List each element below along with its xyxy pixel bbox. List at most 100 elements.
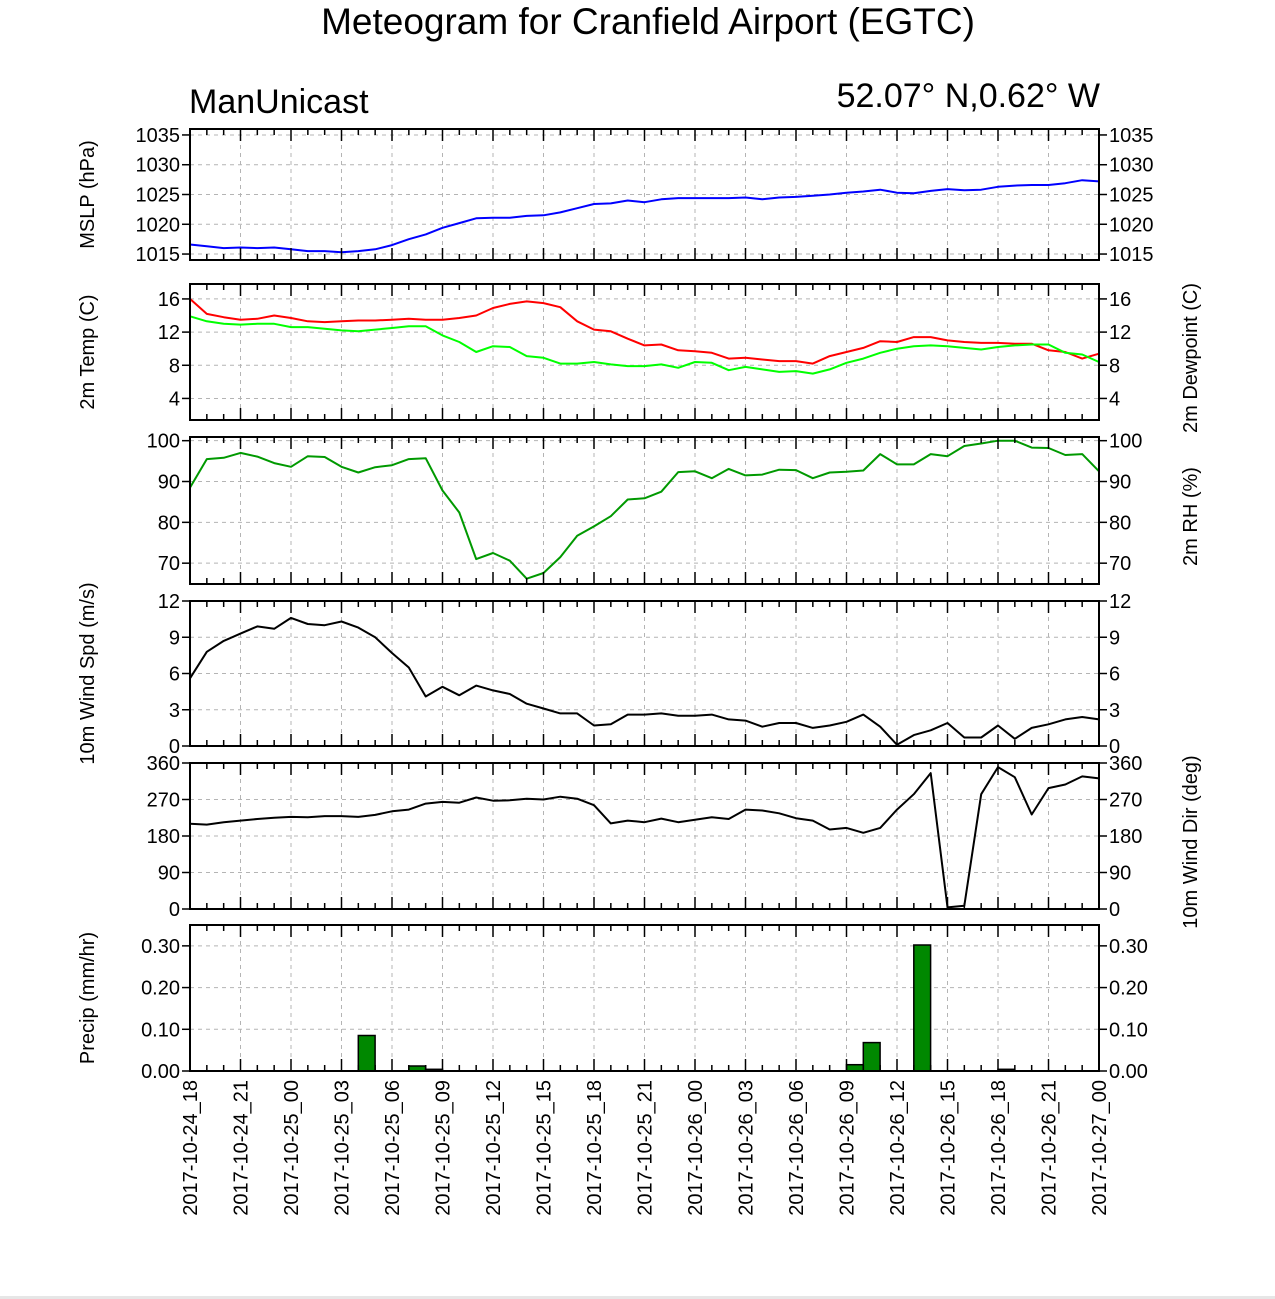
y-axis-title-right: 10m Wind Dir (deg) xyxy=(1180,755,1202,928)
y-tick-label: 0 xyxy=(169,899,180,921)
y-tick-label: 180 xyxy=(1109,826,1142,848)
bottom-divider xyxy=(0,1296,1275,1299)
y-axis-title-right: 2m RH (%) xyxy=(1180,467,1202,566)
series-line-wspd-0 xyxy=(189,616,1100,746)
model-name: ManUnicast xyxy=(189,83,369,121)
y-tick-label: 12 xyxy=(158,591,180,613)
x-tick-label: 2017-10-26_15 xyxy=(938,1080,960,1216)
y-tick-label: 1030 xyxy=(136,155,181,177)
y-axis-title-left: 2m Temp (C) xyxy=(77,294,99,409)
x-tick-label: 2017-10-24_18 xyxy=(180,1080,202,1216)
y-tick-label: 6 xyxy=(169,664,180,686)
y-tick-label: 8 xyxy=(169,355,180,377)
y-tick-label: 0.30 xyxy=(1109,936,1148,958)
panels-group: 1015 1015 1020 1020 1025 1025 1030 1030 1035 1035… xyxy=(77,125,1202,1083)
y-tick-label: 0.00 xyxy=(141,1061,180,1083)
y-tick-label: 12 xyxy=(158,322,180,344)
x-tick-label: 2017-10-26_06 xyxy=(786,1080,808,1216)
precip-bar xyxy=(357,1034,376,1072)
y-tick-label: 90 xyxy=(1109,863,1131,885)
y-tick-label: 0.10 xyxy=(1109,1019,1148,1041)
chart-title: Meteogram for Cranfield Airport (EGTC) xyxy=(321,1,975,42)
y-tick-label: 12 xyxy=(1109,591,1131,613)
y-tick-label: 80 xyxy=(158,512,180,534)
y-tick-label: 90 xyxy=(1109,472,1131,494)
x-tick-label: 2017-10-26_03 xyxy=(736,1080,758,1216)
panel-precip: 0.00 0.00 0.10 0.10 0.20 0.20 0.30 0.30 Precip (… xyxy=(77,924,1148,1083)
y-tick-label: 90 xyxy=(158,472,180,494)
y-tick-label: 1025 xyxy=(136,185,181,207)
y-tick-label: 80 xyxy=(1109,512,1131,534)
series-line-temp-1 xyxy=(189,315,1100,375)
y-tick-label: 70 xyxy=(1109,553,1131,575)
y-tick-label: 4 xyxy=(169,388,180,410)
y-tick-label: 4 xyxy=(1109,388,1120,410)
y-tick-label: 9 xyxy=(169,627,180,649)
x-tick-label: 2017-10-25_06 xyxy=(382,1080,404,1216)
y-tick-label: 1035 xyxy=(136,125,181,147)
y-tick-label: 360 xyxy=(1109,753,1142,775)
x-tick-label: 2017-10-26_00 xyxy=(685,1080,707,1216)
y-tick-label: 90 xyxy=(158,863,180,885)
panel-wdir: 0 0 90 90 180 180 270 270 360 360 10m Wind Dir (de… xyxy=(147,753,1202,929)
x-tick-label: 2017-10-24_21 xyxy=(231,1080,253,1216)
x-tick-label: 2017-10-25_00 xyxy=(281,1080,303,1216)
y-tick-label: 16 xyxy=(158,289,180,311)
y-axis-title-right: 2m Dewpoint (C) xyxy=(1180,283,1202,433)
x-tick-label: 2017-10-25_12 xyxy=(483,1080,505,1216)
x-tick-label: 2017-10-27_00 xyxy=(1089,1080,1111,1216)
y-tick-label: 1035 xyxy=(1109,125,1154,147)
x-tick-label: 2017-10-26_12 xyxy=(887,1080,909,1216)
y-tick-label: 270 xyxy=(147,790,180,812)
y-tick-label: 1015 xyxy=(136,244,181,266)
x-tick-label: 2017-10-25_15 xyxy=(534,1080,556,1216)
x-tick-label: 2017-10-26_18 xyxy=(988,1080,1010,1216)
y-tick-label: 0.00 xyxy=(1109,1061,1148,1083)
location-coordinates: 52.07° N,0.62° W xyxy=(837,77,1100,115)
series-line-rh-0 xyxy=(189,439,1100,580)
precip-bar xyxy=(862,1041,881,1072)
y-axis-title-left: Precip (mm/hr) xyxy=(77,932,99,1064)
y-tick-label: 1020 xyxy=(1109,214,1154,236)
y-tick-label: 100 xyxy=(1109,431,1142,453)
y-tick-label: 1025 xyxy=(1109,185,1154,207)
y-tick-label: 0.10 xyxy=(141,1019,180,1041)
y-tick-label: 8 xyxy=(1109,355,1120,377)
panel-wspd: 0 0 3 3 6 6 9 9 12 12 10m Wind Spd (m/s) xyxy=(77,582,1131,764)
y-tick-label: 0 xyxy=(1109,899,1120,921)
x-tick-label: 2017-10-25_21 xyxy=(635,1080,657,1216)
y-tick-label: 0.20 xyxy=(1109,978,1148,1000)
y-axis-title-left: MSLP (hPa) xyxy=(77,140,99,249)
y-tick-label: 12 xyxy=(1109,322,1131,344)
y-tick-label: 0 xyxy=(169,736,180,758)
y-tick-label: 0.20 xyxy=(141,978,180,1000)
y-tick-label: 0 xyxy=(1109,736,1120,758)
precip-bar xyxy=(913,944,932,1072)
y-tick-label: 70 xyxy=(158,553,180,575)
x-tick-label: 2017-10-26_21 xyxy=(1039,1080,1061,1216)
y-tick-label: 180 xyxy=(147,826,180,848)
y-tick-label: 1020 xyxy=(136,214,181,236)
y-tick-label: 1015 xyxy=(1109,244,1154,266)
y-tick-label: 270 xyxy=(1109,790,1142,812)
panel-rh: 70 70 80 80 90 90 100 100 2m RH (%) xyxy=(147,431,1202,585)
y-tick-label: 9 xyxy=(1109,627,1120,649)
y-tick-label: 360 xyxy=(147,753,180,775)
y-tick-label: 1030 xyxy=(1109,155,1154,177)
series-line-temp-0 xyxy=(189,298,1100,365)
x-axis-labels: 2017-10-24_18 2017-10-24_21 2017-10-25_00 2… xyxy=(180,1080,1111,1216)
x-tick-label: 2017-10-25_09 xyxy=(433,1080,455,1216)
x-tick-label: 2017-10-25_18 xyxy=(584,1080,606,1216)
y-axis-title-left: 10m Wind Spd (m/s) xyxy=(77,582,99,764)
panel-mslp: 1015 1015 1020 1020 1025 1025 1030 1030 1035 1035… xyxy=(77,125,1154,266)
panel-temp: 4 4 8 8 12 12 16 16 2m Temp (C) 2m Dewpoint (C) xyxy=(77,283,1202,433)
x-tick-label: 2017-10-25_03 xyxy=(332,1080,354,1216)
y-tick-label: 0.30 xyxy=(141,936,180,958)
y-tick-label: 100 xyxy=(147,431,180,453)
y-tick-label: 16 xyxy=(1109,289,1131,311)
y-tick-label: 3 xyxy=(1109,700,1120,722)
x-tick-label: 2017-10-26_09 xyxy=(837,1080,859,1216)
y-tick-label: 3 xyxy=(169,700,180,722)
y-tick-label: 6 xyxy=(1109,664,1120,686)
